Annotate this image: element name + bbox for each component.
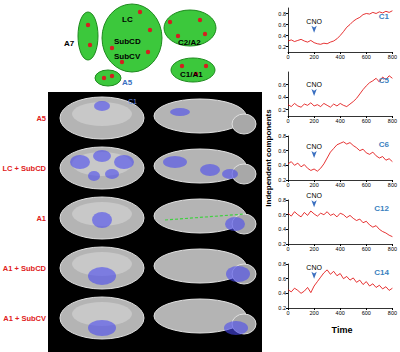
svg-text:CNO: CNO <box>306 264 322 271</box>
svg-text:200: 200 <box>310 118 319 124</box>
svg-text:A5: A5 <box>122 78 133 87</box>
svg-text:200: 200 <box>310 182 319 188</box>
svg-text:LC + SubCD: LC + SubCD <box>2 164 46 173</box>
svg-text:0.8: 0.8 <box>278 11 286 17</box>
svg-text:0.6: 0.6 <box>278 212 286 218</box>
svg-text:0: 0 <box>286 310 289 316</box>
svg-text:C14: C14 <box>374 268 389 277</box>
svg-text:0.2: 0.2 <box>278 305 286 311</box>
svg-text:600: 600 <box>362 118 371 124</box>
svg-text:800: 800 <box>388 54 397 60</box>
svg-text:0.6: 0.6 <box>278 22 286 28</box>
svg-text:400: 400 <box>336 310 345 316</box>
svg-text:SubCV: SubCV <box>114 52 141 61</box>
svg-text:600: 600 <box>362 54 371 60</box>
svg-text:A5: A5 <box>36 114 46 123</box>
svg-text:800: 800 <box>388 182 397 188</box>
svg-text:A1 + SubCV: A1 + SubCV <box>3 314 46 323</box>
svg-text:0.2: 0.2 <box>278 241 286 247</box>
svg-text:C6: C6 <box>379 140 390 149</box>
svg-text:800: 800 <box>388 118 397 124</box>
svg-text:0.4: 0.4 <box>278 33 286 39</box>
svg-text:Time: Time <box>332 325 353 335</box>
svg-text:0: 0 <box>286 246 289 252</box>
svg-text:0.8: 0.8 <box>278 261 286 267</box>
svg-text:0.6: 0.6 <box>278 276 286 282</box>
svg-text:0: 0 <box>286 54 289 60</box>
svg-text:800: 800 <box>388 310 397 316</box>
svg-text:0.4: 0.4 <box>278 94 286 100</box>
svg-text:0.2: 0.2 <box>278 177 286 183</box>
svg-text:A1: A1 <box>36 214 46 223</box>
svg-text:0.4: 0.4 <box>278 226 286 232</box>
svg-text:A7: A7 <box>64 39 75 48</box>
svg-text:C1: C1 <box>379 12 390 21</box>
svg-text:600: 600 <box>362 246 371 252</box>
svg-text:600: 600 <box>362 310 371 316</box>
svg-text:200: 200 <box>310 246 319 252</box>
svg-text:400: 400 <box>336 182 345 188</box>
svg-text:200: 200 <box>310 310 319 316</box>
svg-text:LC: LC <box>122 15 133 24</box>
svg-text:CNO: CNO <box>306 18 322 25</box>
svg-text:0.2: 0.2 <box>278 44 286 50</box>
svg-text:400: 400 <box>336 54 345 60</box>
svg-text:0.6: 0.6 <box>278 148 286 154</box>
svg-text:A1 + SubCD: A1 + SubCD <box>3 264 47 273</box>
svg-text:0.8: 0.8 <box>278 133 286 139</box>
svg-text:200: 200 <box>310 54 319 60</box>
svg-text:C1: C1 <box>128 98 137 105</box>
svg-text:400: 400 <box>336 118 345 124</box>
svg-text:C2/A2: C2/A2 <box>178 38 201 47</box>
svg-text:600: 600 <box>362 182 371 188</box>
svg-text:800: 800 <box>388 246 397 252</box>
svg-text:0.2: 0.2 <box>278 107 286 113</box>
svg-text:400: 400 <box>336 246 345 252</box>
svg-text:0.4: 0.4 <box>278 162 286 168</box>
svg-text:CNO: CNO <box>306 143 322 150</box>
svg-text:0.4: 0.4 <box>278 290 286 296</box>
svg-text:C12: C12 <box>374 204 389 213</box>
svg-text:C5: C5 <box>379 76 390 85</box>
svg-text:0: 0 <box>286 182 289 188</box>
svg-text:C1/A1: C1/A1 <box>180 70 203 79</box>
svg-text:0.6: 0.6 <box>278 82 286 88</box>
svg-text:CNO: CNO <box>306 81 322 88</box>
svg-text:0.8: 0.8 <box>278 197 286 203</box>
svg-text:CNO: CNO <box>306 192 322 199</box>
svg-text:SubCD: SubCD <box>114 37 141 46</box>
svg-text:0: 0 <box>286 118 289 124</box>
svg-text:Independent components: Independent components <box>264 109 273 207</box>
